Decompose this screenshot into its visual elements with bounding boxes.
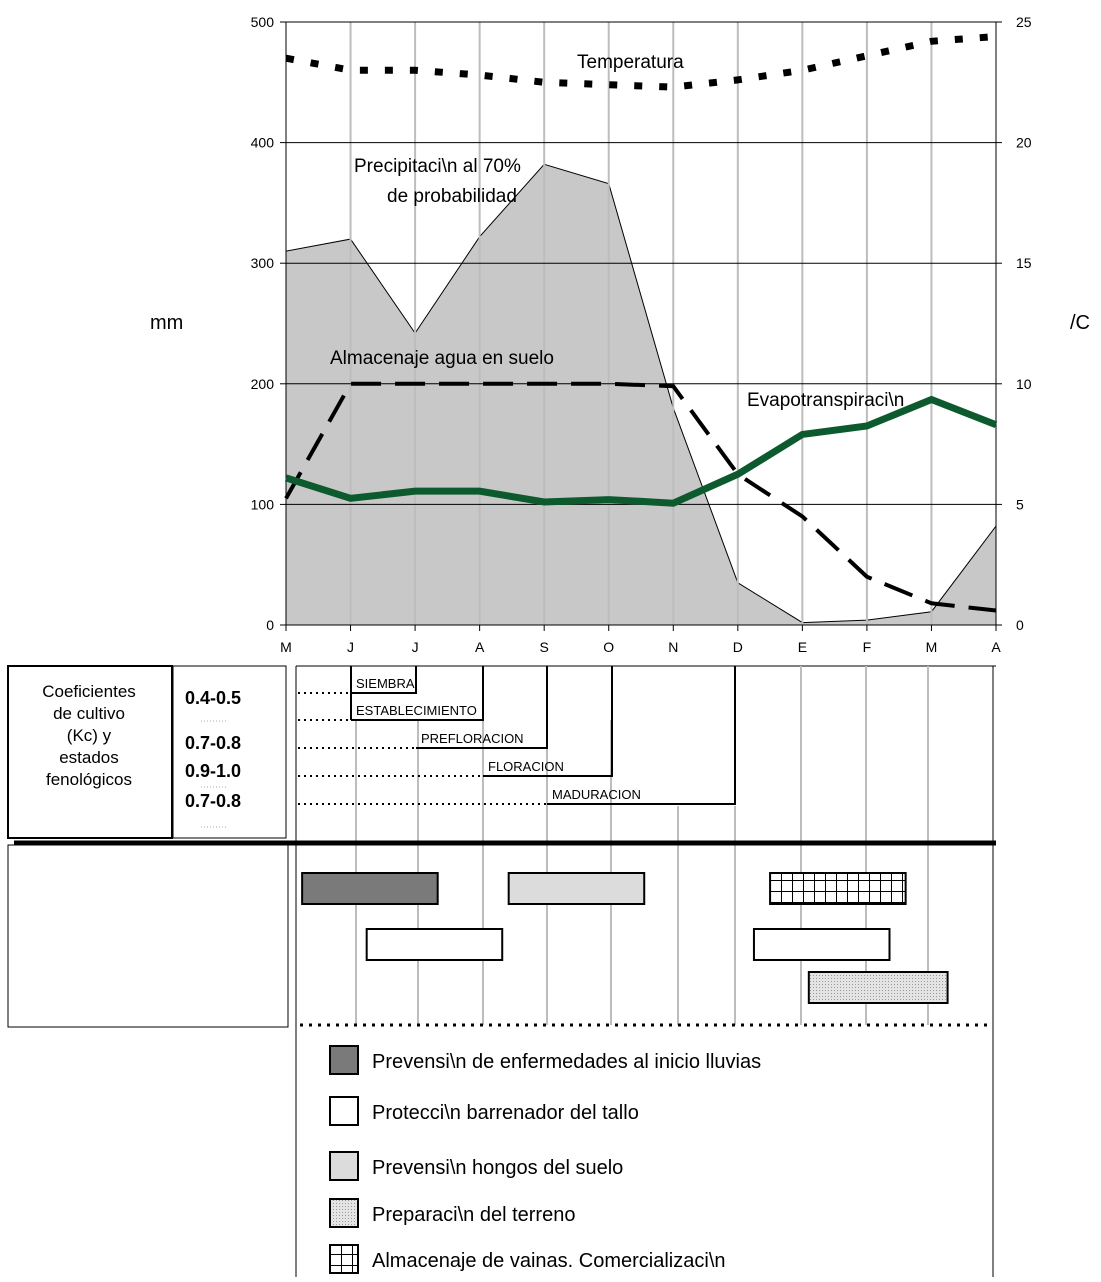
phenology-stage-label: MADURACION <box>552 787 641 802</box>
legend-swatch-enfermedades <box>330 1046 358 1074</box>
legend-swatch-preparacion <box>330 1199 358 1227</box>
x-tick-label: J <box>347 639 354 655</box>
kc-title-line: Coeficientes <box>42 682 136 701</box>
phenology-stage-label: FLORACION <box>488 759 564 774</box>
activity-bar-enfermedades <box>302 873 438 904</box>
x-tick-label: M <box>926 639 938 655</box>
annotation-precipitation-2: de probabilidad <box>387 186 517 207</box>
legend-label: Prevensi\n hongos del suelo <box>372 1157 623 1179</box>
activity-bar-barrenador <box>754 929 890 960</box>
phenology-stage-label: SIEMBRA <box>356 676 415 691</box>
right-tick-label: 25 <box>1016 14 1032 30</box>
phenology-stage-label: PREFLORACION <box>421 731 524 746</box>
x-tick-label: S <box>540 639 549 655</box>
legend-swatch-almacenaje <box>330 1245 358 1273</box>
x-tick-label: A <box>475 639 485 655</box>
legend-label: Protecci\n barrenador del tallo <box>372 1102 639 1124</box>
x-tick-label: M <box>280 639 292 655</box>
left-tick-label: 500 <box>251 14 275 30</box>
right-tick-label: 15 <box>1016 255 1032 271</box>
kc-value: 0.7-0.8 <box>185 733 241 753</box>
activities-left-box <box>8 845 288 1027</box>
kc-title-line: estados <box>59 748 119 767</box>
phenology-stage-bracket <box>547 666 735 804</box>
y-axis-right-label: /C <box>1070 312 1090 335</box>
kc-value: 0.4-0.5 <box>185 688 241 708</box>
right-tick-label: 0 <box>1016 617 1024 633</box>
activity-bar-almacenaje <box>770 873 906 904</box>
annotation-almacenaje: Almacenaje agua en suelo <box>330 348 554 369</box>
left-tick-label: 300 <box>251 255 275 271</box>
x-tick-label: A <box>991 639 1001 655</box>
right-tick-label: 5 <box>1016 496 1024 512</box>
x-tick-label: J <box>412 639 419 655</box>
legend-swatch-barrenador <box>330 1097 358 1125</box>
kc-value: 0.9-1.0 <box>185 761 241 781</box>
annotation-temperatura: Temperatura <box>577 52 684 73</box>
annotation-evapotranspiracion: Evapotranspiraci\n <box>747 390 904 411</box>
right-tick-label: 20 <box>1016 135 1032 151</box>
kc-title-line: (Kc) y <box>67 726 112 745</box>
x-tick-label: N <box>668 639 678 655</box>
left-tick-label: 100 <box>251 496 275 512</box>
legend-label: Preparaci\n del terreno <box>372 1204 575 1226</box>
legend-swatch-hongos <box>330 1152 358 1180</box>
legend-label: Almacenaje de vainas. Comercializaci\n <box>372 1250 726 1272</box>
x-tick-label: D <box>733 639 743 655</box>
x-tick-label: E <box>798 639 807 655</box>
activity-bar-preparacion <box>809 972 948 1003</box>
x-tick-label: O <box>603 639 614 655</box>
right-tick-label: 10 <box>1016 376 1032 392</box>
y-axis-left-label: mm <box>150 312 183 335</box>
phenology-stage-label: ESTABLECIMIENTO <box>356 703 477 718</box>
left-tick-label: 400 <box>251 135 275 151</box>
kc-title-line: de cultivo <box>53 704 125 723</box>
kc-title-line: fenológicos <box>46 770 132 789</box>
activity-bar-barrenador <box>367 929 503 960</box>
left-tick-label: 200 <box>251 376 275 392</box>
activity-bar-hongos <box>509 873 645 904</box>
annotation-precipitation: Precipitaci\n al 70% <box>354 156 521 177</box>
legend-label: Prevensi\n de enfermedades al inicio llu… <box>372 1051 761 1073</box>
x-tick-label: F <box>863 639 872 655</box>
kc-value: 0.7-0.8 <box>185 791 241 811</box>
left-tick-label: 0 <box>266 617 274 633</box>
